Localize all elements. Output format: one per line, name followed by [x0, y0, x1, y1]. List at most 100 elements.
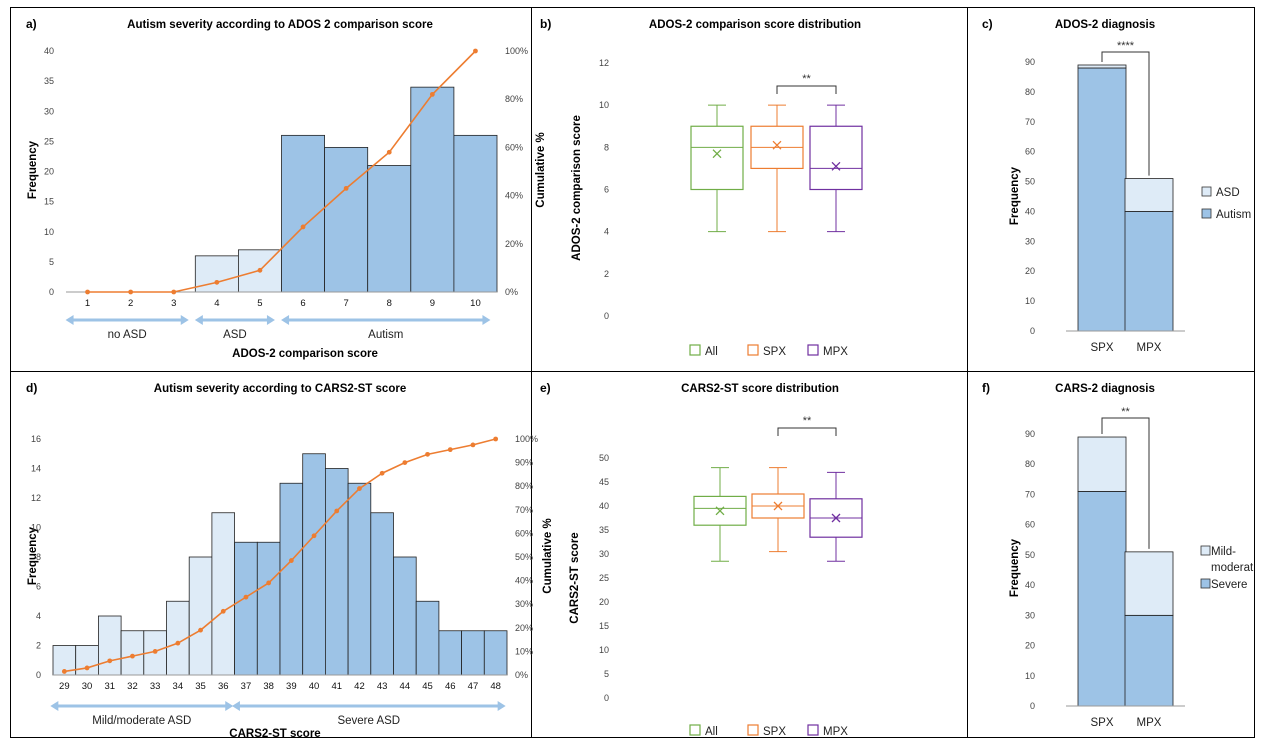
panel-e-title: CARS2-ST score distribution — [681, 383, 839, 395]
y-tick-label: 6 — [36, 582, 41, 592]
x-tick-label: 39 — [286, 681, 297, 692]
significance-label: ** — [802, 73, 811, 85]
y-tick-label: 0 — [49, 287, 54, 297]
histogram-bar — [234, 541, 258, 676]
x-tick-label: 6 — [300, 298, 305, 309]
y-tick-label: 35 — [599, 525, 609, 535]
cumulative-point — [470, 442, 476, 448]
significance-label: ** — [803, 415, 812, 427]
cumulative-point — [84, 665, 90, 671]
y-tick-label: 5 — [604, 669, 609, 679]
panel-e-label: e) — [540, 381, 551, 395]
y-tick-label: 12 — [31, 493, 41, 503]
x-tick-label: 32 — [127, 681, 138, 692]
panel-c-title: ADOS-2 diagnosis — [1055, 19, 1155, 31]
panel-b-label: b) — [540, 17, 551, 31]
y2-tick-label: 20% — [515, 623, 533, 633]
significance-bracket — [1101, 417, 1150, 549]
range-arrow-head-right — [180, 315, 189, 325]
y-tick-label: 20 — [44, 167, 54, 177]
y-tick-label: 10 — [599, 645, 609, 655]
legend-label-severe: Severe — [1211, 579, 1247, 591]
panel-b-ados-boxplot: b) ADOS-2 comparison score distribution … — [540, 17, 863, 358]
y-tick-label: 10 — [44, 227, 54, 237]
legend-swatch-all — [689, 724, 701, 736]
x-tick-label: 40 — [309, 681, 320, 692]
legend-swatch-mpx — [807, 344, 819, 356]
panel-c-label: c) — [982, 17, 993, 31]
cumulative-point — [429, 91, 435, 97]
x-tick-label: 8 — [387, 298, 392, 309]
cumulative-line — [87, 50, 477, 293]
cumulative-point — [447, 447, 453, 453]
x-tick-label: 33 — [150, 681, 161, 692]
legend-label-mild-moderate-line2: moderat — [1211, 562, 1254, 574]
y-tick-label: 35 — [44, 76, 54, 86]
stacked-bar-mild-moderate — [1077, 436, 1127, 492]
y2-tick-label: 40% — [515, 576, 533, 586]
y-tick-label: 30 — [1025, 610, 1035, 620]
histogram-bar — [415, 600, 440, 676]
stacked-bar-autism — [1124, 211, 1174, 332]
legend-label-spx: SPX — [763, 346, 786, 358]
y2-tick-label: 0% — [505, 287, 518, 297]
panel-b-y-axis-title: ADOS-2 comparison score — [571, 115, 583, 261]
legend-label-asd: ASD — [1216, 187, 1240, 199]
y-tick-label: 0 — [604, 693, 609, 703]
range-label: ASD — [223, 329, 247, 341]
stacked-bar-asd — [1077, 64, 1127, 69]
y-tick-label: 2 — [36, 641, 41, 651]
histogram-bar — [256, 541, 281, 676]
histogram-bar — [302, 453, 326, 676]
cumulative-point — [343, 185, 349, 191]
y-tick-label: 0 — [36, 670, 41, 680]
y-tick-label: 6 — [604, 185, 609, 195]
y2-tick-label: 70% — [515, 505, 533, 515]
stacked-bar-mild-moderate — [1124, 551, 1174, 616]
x-tick-label: 30 — [82, 681, 93, 692]
y-tick-label: 60 — [1025, 520, 1035, 530]
y-tick-label: 40 — [1025, 580, 1035, 590]
cumulative-point — [243, 594, 249, 600]
legend-label-mild-moderate-line1: Mild- — [1211, 546, 1236, 558]
y-tick-label: 10 — [1025, 296, 1035, 306]
y2-tick-label: 100% — [515, 434, 538, 444]
cumulative-point — [334, 508, 340, 514]
histogram-bar — [75, 645, 99, 676]
y-tick-label: 8 — [36, 552, 41, 562]
y-tick-label: 90 — [1025, 429, 1035, 439]
stacked-bar-severe — [1077, 491, 1127, 707]
significance-bracket — [1101, 51, 1150, 176]
category-label: MPX — [1137, 342, 1162, 354]
cumulative-point — [175, 640, 181, 646]
legend-swatch-all — [689, 344, 701, 356]
legend-label-mpx: MPX — [823, 346, 848, 358]
panel-c-y-axis-title: Frequency — [1009, 166, 1021, 225]
range-arrow-head-left — [194, 315, 203, 325]
x-tick-label: 42 — [354, 681, 365, 692]
range-arrow-head-right — [266, 315, 275, 325]
cumulative-point — [288, 558, 294, 563]
histogram-bar — [453, 134, 498, 293]
range-arrow-head-right — [482, 315, 491, 325]
x-tick-label: 48 — [490, 681, 501, 692]
x-tick-label: 47 — [468, 681, 479, 692]
y2-tick-label: 90% — [515, 458, 533, 468]
y-tick-label: 10 — [1025, 671, 1035, 681]
box-mean-marker — [831, 161, 841, 171]
legend-label-mpx: MPX — [823, 726, 848, 738]
panel-e-cars-boxplot: e) CARS2-ST score distribution CARS2-ST … — [540, 381, 863, 738]
x-tick-label: 10 — [470, 298, 481, 309]
range-label: Autism — [368, 329, 403, 341]
category-label: MPX — [1137, 717, 1162, 729]
x-tick-label: 46 — [445, 681, 456, 692]
box-mean-marker — [773, 501, 783, 511]
panel-a-ados-severity-histogram: a) Autism severity according to ADOS 2 c… — [26, 17, 547, 360]
panel-f-y-axis-title: Frequency — [1009, 538, 1021, 597]
y-tick-label: 20 — [1025, 266, 1035, 276]
range-label: no ASD — [108, 329, 147, 341]
cumulative-point — [107, 658, 113, 664]
y-tick-label: 50 — [1025, 177, 1035, 187]
y-tick-label: 12 — [599, 58, 609, 68]
